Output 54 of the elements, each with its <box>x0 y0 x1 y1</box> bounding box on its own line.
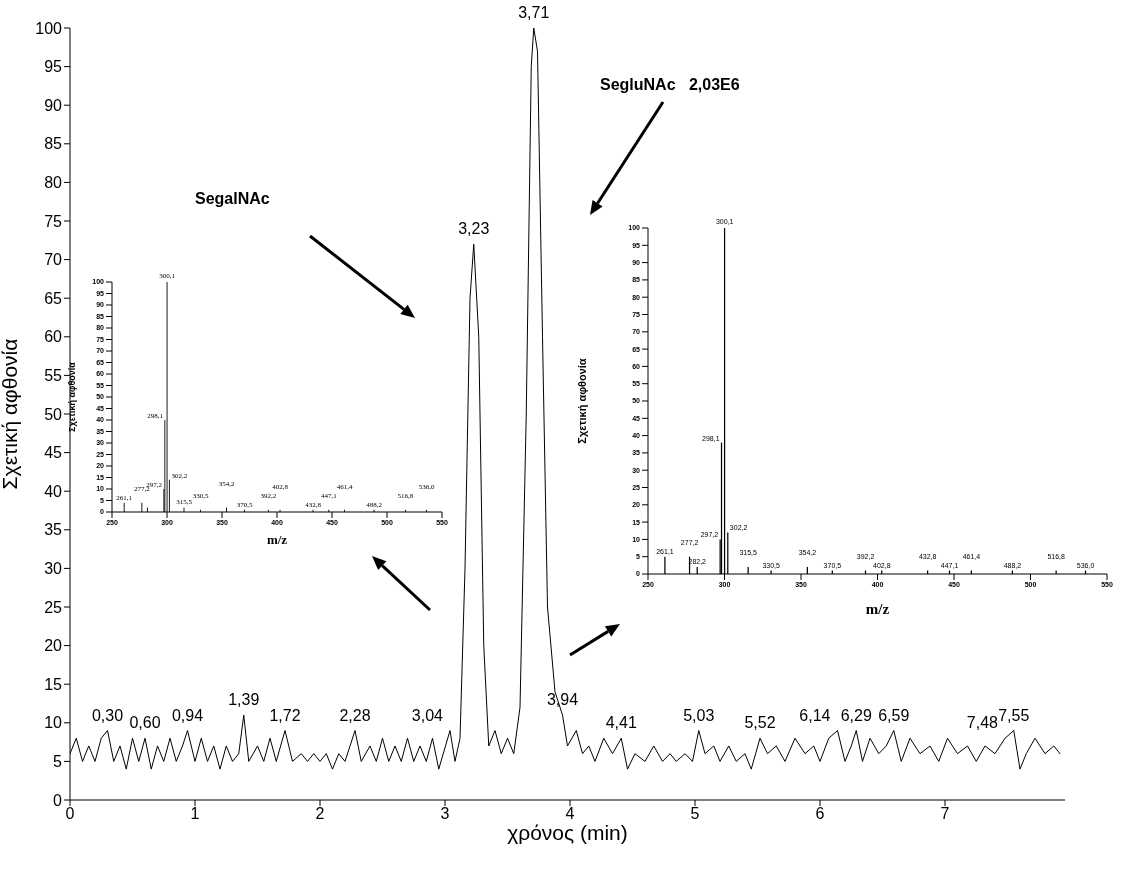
y-tick-label: 70 <box>44 251 63 269</box>
y-axis-title: Σχετική αφθονία <box>575 358 588 444</box>
y-axis-title: Σχετική αφθονία <box>0 338 22 490</box>
annotation: 6,59 <box>878 706 910 724</box>
annotation: 6,14 <box>799 706 831 724</box>
y-tick-label: 30 <box>44 560 63 578</box>
y-tick-label: 10 <box>44 714 63 732</box>
annotation: 5,52 <box>744 714 776 732</box>
y-tick-label: 20 <box>44 637 63 655</box>
x-tick-label: 4 <box>565 805 575 823</box>
y-tick-label: 35 <box>44 521 63 539</box>
annotation: 3,71 <box>518 4 550 21</box>
x-tick-label: 2 <box>315 805 325 823</box>
x-tick-label: 3 <box>440 805 450 823</box>
y-tick-label: 55 <box>44 367 63 385</box>
y-axis-title: Σχετική αφθονία <box>67 361 78 432</box>
x-axis-title: χρόνος (min) <box>507 821 628 844</box>
y-tick-label: 15 <box>44 675 63 693</box>
annotation: 6,29 <box>840 706 872 724</box>
x-tick-label: 1 <box>190 805 200 823</box>
x-tick-label: 5 <box>690 805 700 823</box>
x-tick-label: 7 <box>940 805 950 823</box>
annotation: 2,28 <box>339 706 371 724</box>
annotation: 1,72 <box>269 706 301 724</box>
y-tick-label: 50 <box>44 405 63 423</box>
y-tick-label: 65 <box>44 289 63 307</box>
y-tick-label: 100 <box>35 19 63 37</box>
y-tick-label: 40 <box>44 482 63 500</box>
y-tick-label: 45 <box>44 444 63 462</box>
annotation: 7,48 <box>966 714 999 732</box>
x-tick-label: 6 <box>815 805 825 823</box>
annotation: 0,60 <box>129 714 161 732</box>
y-tick-label: 85 <box>44 135 63 153</box>
y-tick-label: 60 <box>44 328 63 346</box>
annotation: SegalNAc <box>195 190 270 208</box>
y-tick-label: 25 <box>44 598 63 616</box>
annotation: 3,23 <box>458 220 490 238</box>
x-tick-label: 0 <box>65 805 75 823</box>
y-tick-label: 95 <box>44 58 63 76</box>
y-tick-label: 80 <box>44 174 63 192</box>
annotation: 0,30 <box>91 706 124 724</box>
y-tick-label: 90 <box>44 96 63 114</box>
y-tick-label: 75 <box>44 212 63 230</box>
annotation: 0,94 <box>171 706 204 724</box>
y-tick-label: 5 <box>53 753 63 771</box>
annotation: 4,41 <box>605 714 637 732</box>
annotation: 7,55 <box>998 706 1030 724</box>
x-axis-title: m/z <box>266 532 288 547</box>
x-axis-title: m/z <box>865 601 890 617</box>
annotation: 1,39 <box>228 691 260 709</box>
annotation: SegluNAc 2,03E6 <box>600 76 740 94</box>
annotation: 5,03 <box>683 706 715 724</box>
annotation: 3,04 <box>411 706 444 724</box>
y-tick-label: 0 <box>53 791 63 809</box>
